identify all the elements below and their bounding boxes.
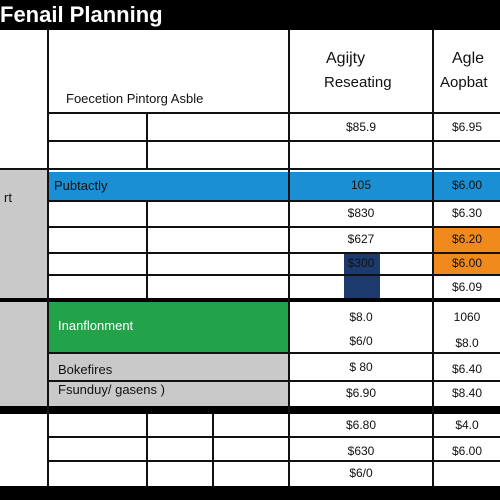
value-cell: $6.09 xyxy=(451,280,483,294)
value-cell: $6.80 xyxy=(345,418,377,432)
grid-line xyxy=(48,252,500,254)
blue-band[interactable] xyxy=(48,172,290,200)
value-cell: $8.0 xyxy=(349,310,373,324)
navy-block xyxy=(344,254,380,300)
value-cell: $6.90 xyxy=(345,386,377,400)
function-header: Foecetion Pintorg Asble xyxy=(66,91,204,106)
orange-block xyxy=(434,228,500,274)
section-a-label: Pubtactly xyxy=(54,178,108,193)
side-panel-a xyxy=(0,170,48,298)
grid-line xyxy=(48,436,500,438)
value-cell: $6/0 xyxy=(349,334,373,348)
grid-line xyxy=(48,460,500,462)
value-cell: $6/0 xyxy=(349,466,373,480)
value-cell: $8.40 xyxy=(451,386,483,400)
grid-line xyxy=(0,168,500,170)
side-panel-b xyxy=(0,302,48,410)
page-title: Fenail Planning xyxy=(0,2,163,27)
grid-line xyxy=(48,352,500,354)
grid-line xyxy=(146,414,148,486)
section-c-subtitle: Fsunduy/ gasens ) xyxy=(58,382,165,397)
value-cell: 1060 xyxy=(453,310,481,324)
grid-line xyxy=(146,112,148,168)
green-band[interactable] xyxy=(48,302,290,352)
blue-band-value-col2 xyxy=(434,172,500,200)
value-cell: $6.00 xyxy=(451,444,483,458)
value-cell: $6.30 xyxy=(451,206,483,220)
grid-line xyxy=(432,30,434,486)
value-cell: $6.20 xyxy=(451,232,483,246)
value-cell: $830 xyxy=(347,206,375,220)
value-cell: $630 xyxy=(347,444,375,458)
value-cell: 105 xyxy=(350,178,372,192)
value-cell: $8.0 xyxy=(455,336,479,350)
grid-line xyxy=(47,30,49,486)
value-cell: $85.9 xyxy=(345,120,377,134)
grid-line xyxy=(48,226,500,228)
grid-line xyxy=(48,274,500,276)
value-cell: $627 xyxy=(347,232,375,246)
section-c-title: Bokefires xyxy=(58,362,113,377)
col1-header-line1: Agijty xyxy=(326,50,366,67)
value-cell: $300 xyxy=(347,256,375,270)
grid-line xyxy=(48,112,500,114)
col2-header-line1: Agle xyxy=(452,50,485,67)
grid-line xyxy=(48,140,500,142)
value-cell: $6.00 xyxy=(451,256,483,270)
separator-bar-2 xyxy=(0,406,500,414)
col1-header-line2: Reseating xyxy=(324,74,392,91)
value-cell: $6.00 xyxy=(451,178,483,192)
value-cell: $6.40 xyxy=(451,362,483,376)
value-cell: $6.95 xyxy=(451,120,483,134)
value-cell: $ 80 xyxy=(349,360,373,374)
grid-line xyxy=(48,200,500,202)
side-label: rt xyxy=(4,190,12,205)
grid-line xyxy=(48,380,500,382)
bottom-bar xyxy=(0,486,500,500)
grid-line xyxy=(288,30,290,486)
grid-line xyxy=(212,414,214,486)
separator-bar-1 xyxy=(0,298,500,302)
value-cell: $4.0 xyxy=(455,418,479,432)
section-b-label: Inanflonment xyxy=(58,318,134,333)
grid-line xyxy=(146,200,148,298)
col2-header-line2: Aopbat xyxy=(440,74,488,91)
title-bar xyxy=(0,0,500,30)
blue-band-value-col1 xyxy=(290,172,432,200)
